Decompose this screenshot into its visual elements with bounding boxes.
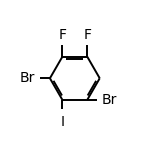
Text: F: F: [58, 28, 66, 42]
Text: Br: Br: [102, 93, 117, 107]
Text: I: I: [60, 115, 64, 128]
Text: F: F: [83, 28, 91, 42]
Text: Br: Br: [20, 71, 35, 85]
